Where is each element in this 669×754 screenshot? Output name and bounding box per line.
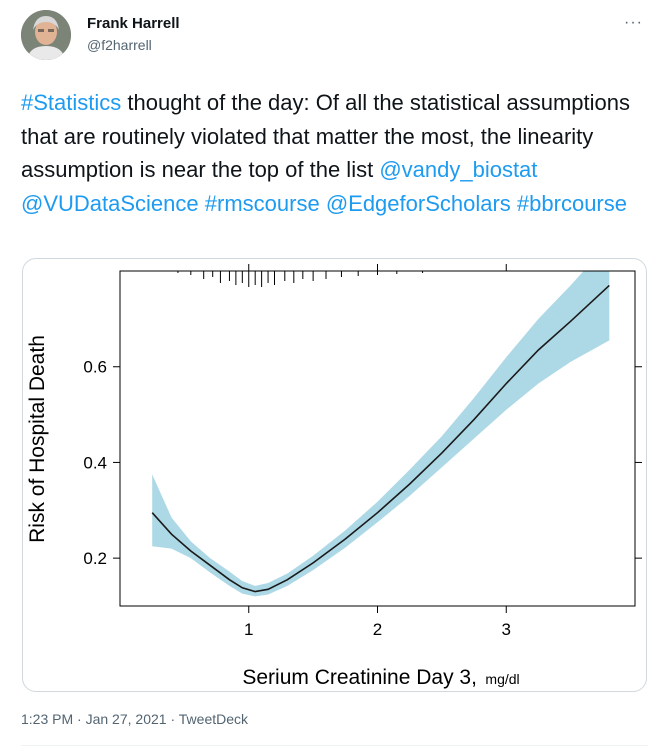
confidence-band — [152, 271, 610, 597]
tweet-media[interactable]: 1 2 3 0.2 0.4 0.6 Risk of Hospital Death Seri… — [22, 258, 647, 692]
y-tick-label: 0.6 — [83, 358, 107, 377]
tweet-time[interactable]: 1:23 PM — [21, 711, 74, 727]
y-axis-label: Risk of Hospital Death — [26, 335, 49, 543]
y-tick-label: 0.4 — [83, 453, 107, 472]
tweet-meta: 1:23 PM · Jan 27, 2021 · TweetDeck — [21, 711, 248, 727]
tweet-text: #Statistics thought of the day: Of all t… — [21, 86, 651, 220]
x-tick-label: 1 — [244, 620, 253, 639]
author-handle[interactable]: @f2harrell — [87, 37, 152, 53]
hashtag-link[interactable]: #Statistics — [21, 90, 122, 115]
x-tick-label: 2 — [373, 620, 382, 639]
avatar-image — [21, 10, 71, 60]
risk-chart: 1 2 3 0.2 0.4 0.6 Risk of Hospital Death Seri… — [26, 264, 642, 689]
more-options-icon[interactable]: ··· — [624, 14, 643, 31]
tweet-text-segment: thought of the day: Of all the statistic… — [21, 90, 630, 182]
mention-link[interactable]: @VUDataScience — [21, 190, 199, 216]
meta-separator: · — [170, 711, 176, 727]
x-axis-label: Serium Creatinine Day 3, mg/dl — [242, 666, 519, 689]
meta-separator: · — [77, 711, 82, 727]
y-tick-label: 0.2 — [83, 549, 107, 568]
mention-link[interactable]: @vandy_biostat — [379, 157, 538, 182]
divider — [21, 745, 648, 746]
x-tick-label: 3 — [502, 620, 511, 639]
risk-curve — [151, 284, 610, 593]
tweet-date[interactable]: Jan 27, 2021 — [85, 711, 167, 727]
author-name[interactable]: Frank Harrell — [87, 15, 180, 32]
hashtag-link[interactable]: #bbrcourse — [516, 190, 627, 216]
tweet-source[interactable]: TweetDeck — [178, 711, 249, 727]
hashtag-link[interactable]: #rmscourse — [204, 190, 320, 216]
mention-link[interactable]: @EdgeforScholars — [325, 190, 511, 216]
x-axis-label-unit: mg/dl — [485, 671, 519, 687]
x-axis-label-main: Serium Creatinine Day 3, — [242, 666, 477, 689]
avatar[interactable] — [21, 10, 71, 60]
